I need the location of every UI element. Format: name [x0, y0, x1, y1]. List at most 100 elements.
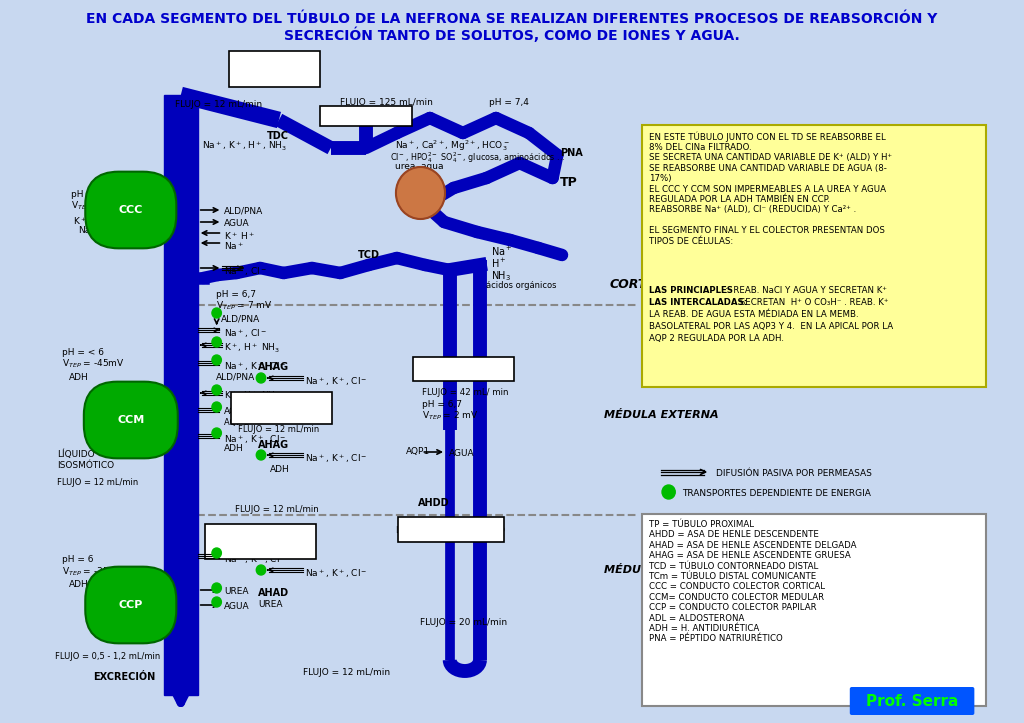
Text: urea, agua: urea, agua — [395, 162, 443, 171]
Text: K$^+$, H$^+$ NH$_3$: K$^+$, H$^+$ NH$_3$ — [224, 342, 281, 355]
Text: ALD/PNA: ALD/PNA — [216, 372, 255, 381]
Text: Cl$^-$, HPO$_4^{2-}$ SO$_4^{2-}$, glucosa, aminoácidos ...: Cl$^-$, HPO$_4^{2-}$ SO$_4^{2-}$, glucos… — [390, 150, 565, 165]
Text: TCD: TCD — [357, 250, 380, 260]
Text: pH = 6: pH = 6 — [72, 190, 102, 199]
Text: LÍQUIDO: LÍQUIDO — [255, 62, 293, 72]
Text: AHAD: AHAD — [258, 588, 290, 598]
Text: K$^+$ H$^+$: K$^+$ H$^+$ — [74, 215, 104, 227]
Text: AGUA: AGUA — [449, 449, 474, 458]
Text: Na$^+$, K$^+$, Cl$^-$: Na$^+$, K$^+$, Cl$^-$ — [224, 433, 287, 445]
Text: LAS INTERCALADAS:: LAS INTERCALADAS: — [649, 298, 748, 307]
Text: Na$^+$, Cl$^-$: Na$^+$, Cl$^-$ — [224, 265, 267, 278]
Text: ácidos orgánicos: ácidos orgánicos — [485, 281, 556, 290]
Circle shape — [212, 385, 221, 395]
Text: FLUJO = 12 mL/min: FLUJO = 12 mL/min — [302, 668, 390, 677]
FancyBboxPatch shape — [413, 357, 514, 381]
Text: ALD/PNA: ALD/PNA — [220, 315, 260, 324]
Text: FLUJO = 12 mL/min: FLUJO = 12 mL/min — [239, 425, 319, 434]
Text: AQP 2: AQP 2 — [224, 418, 250, 427]
Text: TRANSPORTES DEPENDIENTE DE ENERGIA: TRANSPORTES DEPENDIENTE DE ENERGIA — [682, 489, 870, 498]
Text: CORTEZA: CORTEZA — [609, 278, 674, 291]
Circle shape — [212, 597, 221, 607]
Text: ADH: ADH — [69, 373, 88, 382]
Text: CCM: CCM — [117, 415, 144, 425]
Text: V$_{TEP}$ = -45mV: V$_{TEP}$ = -45mV — [72, 200, 134, 213]
Text: Na$^+$, Cl$^-$: Na$^+$, Cl$^-$ — [224, 327, 267, 340]
Text: LAS PRINCIAPLES: LAS PRINCIAPLES — [649, 286, 733, 295]
Text: PNA: PNA — [560, 148, 583, 158]
Text: AGUA: AGUA — [224, 407, 250, 416]
Text: Na$^+$: Na$^+$ — [224, 240, 245, 252]
Circle shape — [212, 308, 221, 318]
Text: FLUJO = 20 mL/min: FLUJO = 20 mL/min — [421, 618, 508, 627]
Text: FLUJO = 12 mL/min: FLUJO = 12 mL/min — [57, 478, 138, 487]
Text: SECRETAN  H⁺ O CO₃H⁻ . REAB. K⁺: SECRETAN H⁺ O CO₃H⁻ . REAB. K⁺ — [736, 298, 888, 307]
Text: ADH: ADH — [269, 465, 289, 474]
Text: NH$_3$: NH$_3$ — [492, 269, 511, 283]
Text: pH = 6,7: pH = 6,7 — [216, 290, 256, 299]
Text: AQP 2 REGULADA POR LA ADH.: AQP 2 REGULADA POR LA ADH. — [649, 334, 783, 343]
Text: CCC: CCC — [119, 205, 143, 215]
FancyBboxPatch shape — [642, 125, 986, 387]
Text: HIPOSMÓTICO: HIPOSMÓTICO — [249, 413, 312, 422]
FancyBboxPatch shape — [321, 106, 412, 126]
Text: Na$^+$, Ca$^{2+}$, Mg$^{2+}$, HCO$_3^-$: Na$^+$, Ca$^{2+}$, Mg$^{2+}$, HCO$_3^-$ — [395, 138, 510, 153]
Text: Na$^+$, K$^+$, Cl$^-$: Na$^+$, K$^+$, Cl$^-$ — [224, 360, 287, 372]
Text: AQP1: AQP1 — [407, 447, 430, 456]
FancyBboxPatch shape — [850, 687, 975, 715]
Text: TP: TP — [560, 176, 578, 189]
FancyBboxPatch shape — [398, 517, 504, 542]
Circle shape — [212, 337, 221, 347]
Text: AHAG: AHAG — [258, 440, 290, 450]
Text: H$^+$: H$^+$ — [492, 257, 507, 270]
Text: LÍQUIDO: LÍQUIDO — [57, 450, 95, 460]
Text: TDC: TDC — [266, 131, 289, 141]
Text: TP = TÚBULO PROXIMAL
AHDD = ASA DE HENLE DESCENDENTE
AHAD = ASA DE HENLE ASCENDE: TP = TÚBULO PROXIMAL AHDD = ASA DE HENLE… — [649, 520, 856, 643]
Circle shape — [256, 373, 265, 383]
Text: V$_{TEP}$ = -45mV: V$_{TEP}$ = -45mV — [61, 358, 124, 370]
Text: FLUJO = 12 mL/min: FLUJO = 12 mL/min — [175, 100, 262, 109]
Bar — [164, 95, 198, 695]
Text: Na: Na — [78, 226, 90, 235]
Circle shape — [256, 450, 265, 460]
FancyBboxPatch shape — [230, 392, 332, 424]
Text: Na$^+$: Na$^+$ — [492, 245, 513, 258]
Text: EXCRECIÓN: EXCRECIÓN — [93, 672, 156, 682]
Text: Prof. Serra: Prof. Serra — [866, 693, 958, 709]
Text: Na$^+$, K$^+$, Cl$^-$: Na$^+$, K$^+$, Cl$^-$ — [305, 375, 368, 388]
Text: pH = 7,4: pH = 7,4 — [489, 98, 529, 107]
Text: EN CADA SEGMENTO DEL TÚBULO DE LA NEFRONA SE REALIZAN DIFERENTES PROCESOS DE REA: EN CADA SEGMENTO DEL TÚBULO DE LA NEFRON… — [86, 12, 938, 26]
Text: MÉDULA EXTERNA: MÉDULA EXTERNA — [604, 410, 719, 420]
Text: pH = 6,7: pH = 6,7 — [422, 400, 463, 409]
Text: AHDD: AHDD — [418, 498, 450, 508]
Text: pH = < 6: pH = < 6 — [61, 348, 103, 357]
Text: UREA: UREA — [224, 587, 249, 596]
Text: :  REAB. NaCl Y AGUA Y SECRETAN K⁺: : REAB. NaCl Y AGUA Y SECRETAN K⁺ — [725, 286, 887, 295]
Text: MÉDULA INTERNA: MÉDULA INTERNA — [604, 565, 716, 575]
Text: K$^+$, H$^+$ NH$_3$: K$^+$, H$^+$ NH$_3$ — [224, 390, 281, 403]
Text: FLUJO = 125 mL/min: FLUJO = 125 mL/min — [340, 98, 433, 107]
Text: FLUJO = 0,5 - 1,2 mL/min: FLUJO = 0,5 - 1,2 mL/min — [55, 652, 161, 661]
Text: Na$^+$, K$^+$, Cl$^-$: Na$^+$, K$^+$, Cl$^-$ — [224, 553, 287, 565]
Circle shape — [212, 428, 221, 438]
Circle shape — [212, 548, 221, 558]
Text: pH = 6: pH = 6 — [61, 555, 93, 564]
Text: K$^+$ H$^+$: K$^+$ H$^+$ — [224, 230, 256, 241]
Text: LÍQUIDO HIPEROSMÓTICO: LÍQUIDO HIPEROSMÓTICO — [396, 525, 505, 535]
Circle shape — [212, 402, 221, 412]
Text: LÍQUIDO ISOSMÓTICO: LÍQUIDO ISOSMÓTICO — [417, 365, 509, 375]
Text: Na$^+$, K$^+$, Cl$^-$: Na$^+$, K$^+$, Cl$^-$ — [305, 452, 368, 465]
Text: ALD/PNA: ALD/PNA — [224, 207, 263, 216]
Text: FLUJO = 42 mL/ min: FLUJO = 42 mL/ min — [422, 388, 509, 397]
Circle shape — [663, 485, 675, 499]
Text: LÍQUIDO LIGERAMENTE: LÍQUIDO LIGERAMENTE — [211, 535, 309, 544]
Text: LÍQUIDO: LÍQUIDO — [262, 403, 300, 413]
Text: V$_{TEP}$ = 7 mV: V$_{TEP}$ = 7 mV — [216, 300, 272, 312]
Circle shape — [212, 583, 221, 593]
Text: ISOSMÓTICO: ISOSMÓTICO — [57, 461, 115, 470]
Text: FLUJO = 12 mL/min: FLUJO = 12 mL/min — [234, 505, 318, 514]
Text: SECRECIÓN TANTO DE SOLUTOS, COMO DE IONES Y AGUA.: SECRECIÓN TANTO DE SOLUTOS, COMO DE IONE… — [284, 28, 740, 43]
Text: AHAG: AHAG — [258, 362, 290, 372]
Text: CCP: CCP — [119, 600, 143, 610]
Circle shape — [212, 355, 221, 365]
